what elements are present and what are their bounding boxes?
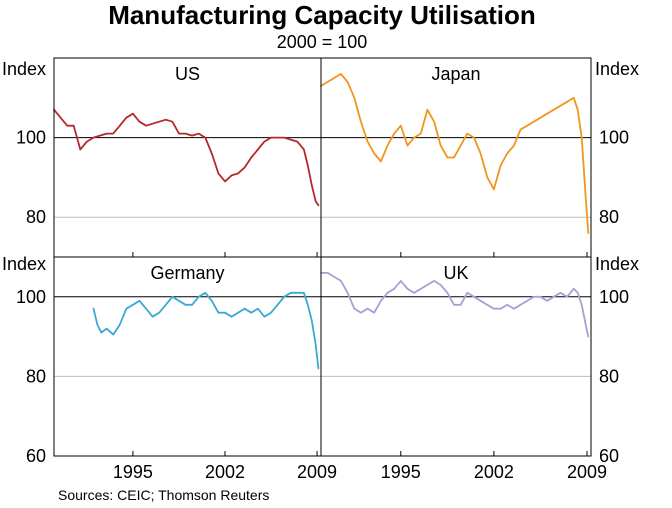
series-line-uk bbox=[320, 271, 590, 338]
panels: US Japan Germany UK bbox=[53, 57, 592, 457]
series-line-germany bbox=[92, 291, 320, 370]
series-line-japan bbox=[320, 73, 590, 235]
y-tick-left-bottom-80: 80 bbox=[26, 366, 46, 386]
panel-title-us: US bbox=[175, 64, 200, 84]
y-tick-right-bottom-80: 80 bbox=[599, 366, 619, 386]
panel-germany: Germany bbox=[54, 263, 321, 456]
x-tick-label-right-2009: 2009 bbox=[567, 462, 607, 482]
x-tick-label-left-2009: 2009 bbox=[297, 462, 337, 482]
x-tick-label-right-2002: 2002 bbox=[474, 462, 514, 482]
x-tick-label-right-1995: 1995 bbox=[381, 462, 421, 482]
x-tick-label-left-2002: 2002 bbox=[205, 462, 245, 482]
series-line-us bbox=[53, 108, 320, 207]
source-note: Sources: CEIC; Thomson Reuters bbox=[58, 487, 269, 503]
unit-label-right-bottom: Index bbox=[595, 254, 639, 274]
unit-label-left-top: Index bbox=[2, 59, 46, 79]
y-tick-left-top-100: 100 bbox=[16, 128, 46, 148]
panel-japan: Japan bbox=[320, 64, 591, 257]
y-tick-left-bottom-100: 100 bbox=[16, 287, 46, 307]
panel-title-japan: Japan bbox=[431, 64, 480, 84]
y-tick-right-bottom-100: 100 bbox=[599, 287, 629, 307]
unit-label-right-top: Index bbox=[595, 59, 639, 79]
axes-text: 80 80 100 100 60 60 80 80 100 100 Index Index Index I… bbox=[2, 59, 639, 482]
y-tick-left-top-80: 80 bbox=[26, 207, 46, 227]
panel-title-germany: Germany bbox=[150, 263, 224, 283]
chart-subtitle: 2000 = 100 bbox=[277, 32, 368, 52]
panel-title-uk: UK bbox=[443, 263, 468, 283]
panel-us: US bbox=[53, 64, 321, 257]
x-tick-label-left-1995: 1995 bbox=[113, 462, 153, 482]
chart-title: Manufacturing Capacity Utilisation bbox=[108, 0, 536, 30]
unit-label-left-bottom: Index bbox=[2, 254, 46, 274]
y-tick-right-top-100: 100 bbox=[599, 128, 629, 148]
panel-uk: UK bbox=[320, 263, 591, 456]
y-tick-right-bottom-60: 60 bbox=[599, 446, 619, 466]
y-tick-left-bottom-60: 60 bbox=[26, 446, 46, 466]
y-tick-right-top-80: 80 bbox=[599, 207, 619, 227]
